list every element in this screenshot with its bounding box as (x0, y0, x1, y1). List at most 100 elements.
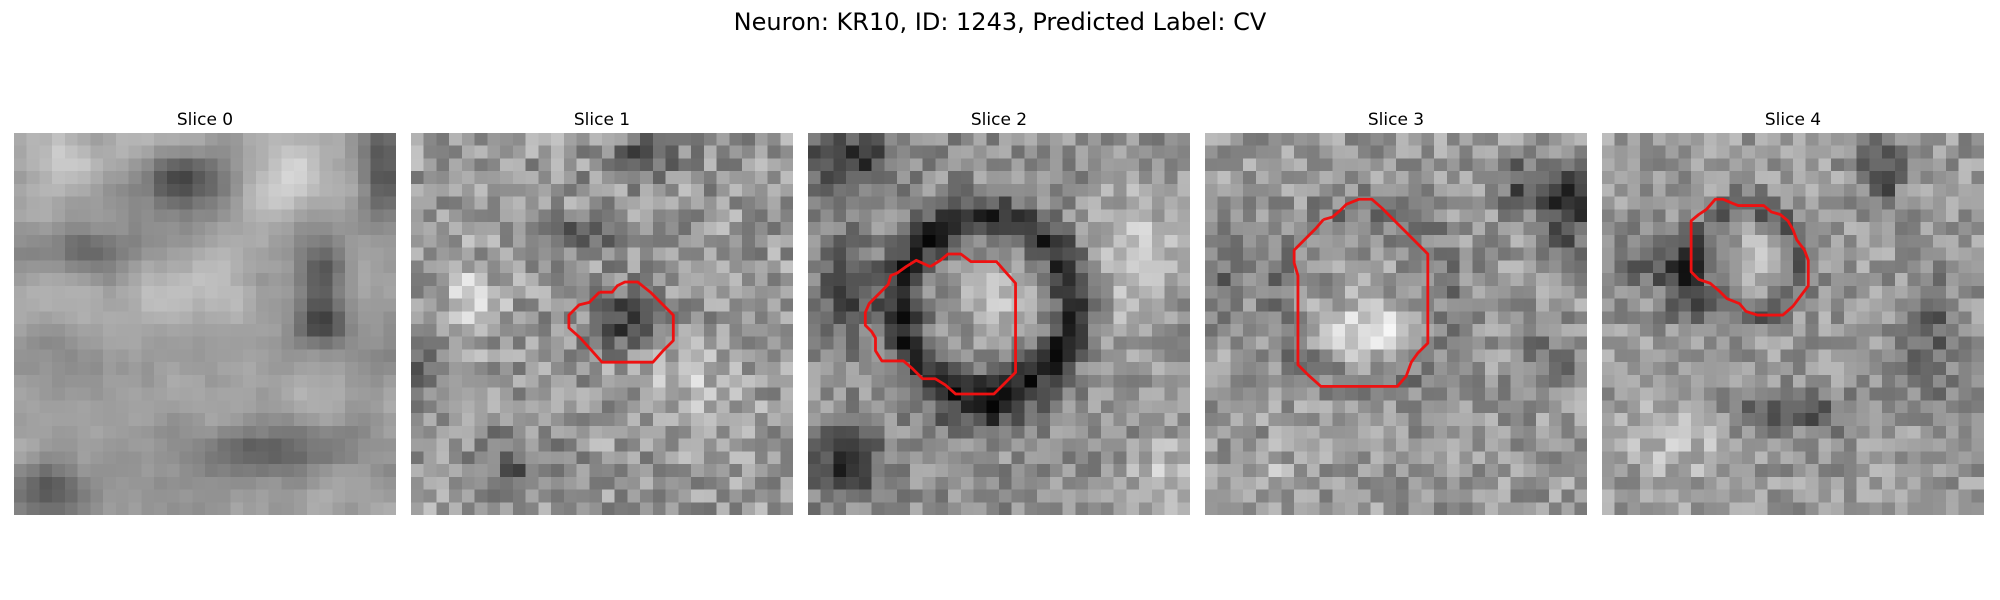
pixel (1151, 476, 1165, 490)
pixel (1920, 438, 1934, 452)
pixel (871, 311, 885, 325)
pixel (948, 374, 962, 388)
pixel (1805, 349, 1819, 363)
pixel (1126, 387, 1140, 401)
pixel (1665, 374, 1679, 388)
pixel (884, 400, 898, 414)
pixel (1100, 183, 1114, 197)
pixel (1011, 387, 1025, 401)
pixel (754, 374, 768, 388)
pixel (14, 234, 27, 248)
pixel (1561, 438, 1575, 452)
pixel (115, 222, 129, 236)
pixel (948, 451, 962, 465)
pixel (357, 425, 371, 439)
pixel (1075, 438, 1089, 452)
pixel (1793, 387, 1806, 401)
pixel (1255, 260, 1269, 274)
pixel (1805, 425, 1819, 439)
pixel (858, 298, 872, 312)
pixel (1882, 209, 1896, 223)
pixel (461, 209, 475, 223)
pixel (691, 158, 705, 172)
pixel (1268, 145, 1282, 159)
pixel (1268, 438, 1282, 452)
pixel (345, 489, 359, 503)
pixel (1126, 413, 1140, 427)
pixel (1446, 196, 1460, 210)
pixel (1472, 285, 1486, 299)
pixel (423, 425, 437, 439)
pixel (1024, 413, 1038, 427)
pixel (90, 234, 104, 248)
pixel (1011, 336, 1025, 350)
pixel (858, 438, 872, 452)
pixel (1319, 158, 1333, 172)
pixel (780, 336, 793, 350)
pixel (1306, 476, 1320, 490)
pixel (332, 413, 346, 427)
pixel (820, 374, 834, 388)
pixel (1780, 273, 1794, 287)
pixel (1037, 438, 1051, 452)
pixel (1205, 336, 1218, 350)
pixel (1177, 502, 1190, 515)
pixel (90, 425, 104, 439)
pixel (678, 362, 692, 376)
pixel (1306, 438, 1320, 452)
pixel (1665, 400, 1679, 414)
pixel (217, 145, 231, 159)
pixel (39, 489, 53, 503)
pixel (1767, 247, 1781, 261)
pixel (1345, 273, 1359, 287)
pixel (1920, 362, 1934, 376)
pixel (576, 196, 590, 210)
pixel (1640, 209, 1654, 223)
pixel (1536, 362, 1550, 376)
pixel (1319, 400, 1333, 414)
pixel (948, 438, 962, 452)
pixel (1971, 464, 1984, 478)
pixel (306, 285, 320, 299)
pixel (1716, 247, 1730, 261)
pixel (871, 413, 885, 427)
pixel (551, 476, 565, 490)
pixel (691, 489, 705, 503)
pixel (1602, 285, 1615, 299)
pixel (1614, 349, 1628, 363)
pixel (1729, 400, 1743, 414)
pixel (589, 336, 603, 350)
pixel (1831, 247, 1845, 261)
pixel (512, 196, 526, 210)
pixel (1497, 222, 1511, 236)
pixel (383, 387, 396, 401)
pixel (1561, 387, 1575, 401)
pixel (614, 438, 628, 452)
pixel (1843, 476, 1857, 490)
pixel (1062, 451, 1076, 465)
pixel (281, 285, 295, 299)
pixel (1177, 425, 1190, 439)
pixel (1933, 425, 1947, 439)
pixel (1716, 234, 1730, 248)
pixel (1024, 324, 1038, 337)
pixel (230, 209, 244, 223)
pixel (640, 145, 654, 159)
pixel (281, 273, 295, 287)
pixel (665, 438, 679, 452)
pixel (1510, 183, 1524, 197)
pixel (1306, 400, 1320, 414)
pixel (935, 311, 949, 325)
pixel (986, 413, 1000, 427)
pixel (1281, 171, 1295, 185)
pixel (1243, 489, 1257, 503)
pixel (1062, 209, 1076, 223)
pixel (192, 298, 206, 312)
pixel (1678, 298, 1692, 312)
pixel (1958, 502, 1972, 515)
pixel (986, 374, 1000, 388)
pixel (1446, 387, 1460, 401)
pixel (1100, 349, 1114, 363)
pixel (1177, 209, 1190, 223)
pixel (1062, 400, 1076, 414)
